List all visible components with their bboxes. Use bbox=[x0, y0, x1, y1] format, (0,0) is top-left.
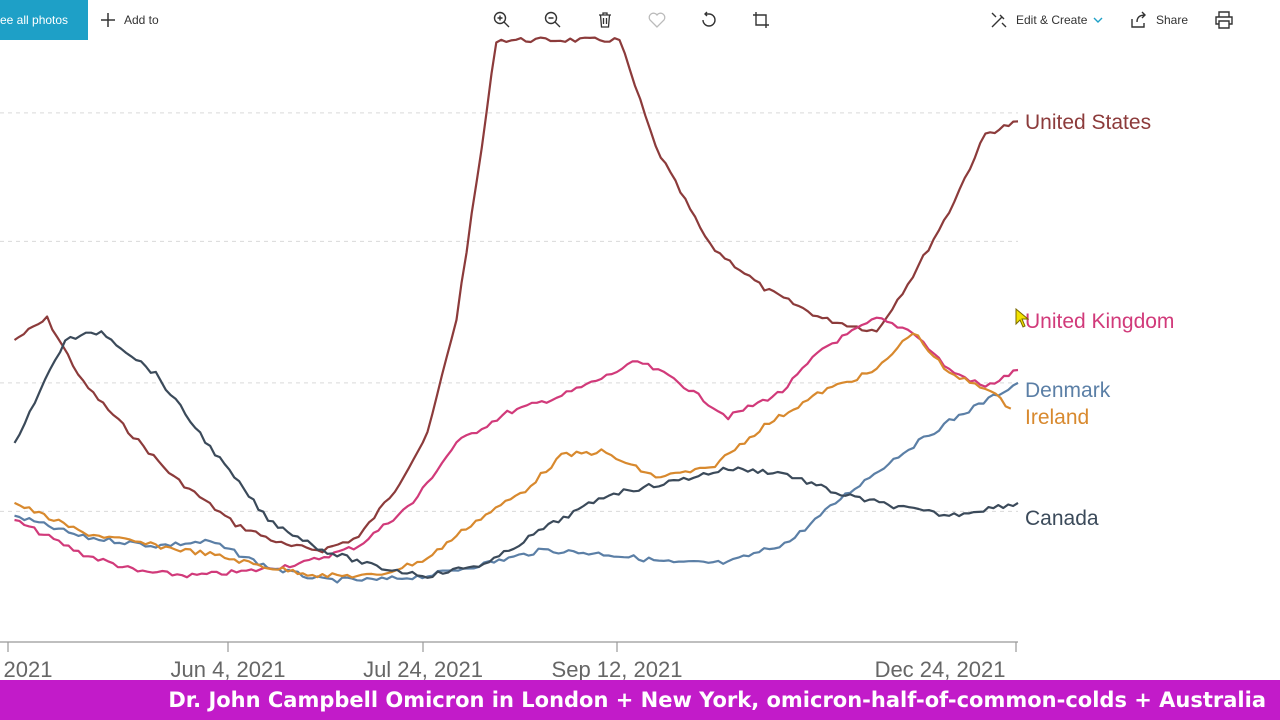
video-caption-banner: Dr. John Campbell Omicron in London + Ne… bbox=[0, 680, 1280, 720]
chart-gridlines bbox=[0, 112, 1018, 512]
print-icon bbox=[1215, 11, 1233, 29]
series-label-canada: Canada bbox=[1025, 507, 1099, 530]
crop-button[interactable] bbox=[752, 4, 770, 36]
x-tick-label: Jul 24, 2021 bbox=[363, 657, 483, 680]
favorite-icon bbox=[648, 12, 666, 28]
zoom-out-button[interactable] bbox=[544, 4, 562, 36]
print-button[interactable] bbox=[1215, 4, 1233, 36]
crop-icon bbox=[752, 11, 770, 29]
photo-viewer-toolbar: See all photos Add to bbox=[0, 0, 1280, 40]
zoom-out-icon bbox=[544, 11, 562, 29]
edit-create-label: Edit & Create bbox=[1016, 13, 1088, 27]
share-icon bbox=[1130, 11, 1148, 29]
chart-series bbox=[13, 36, 1019, 584]
zoom-in-button[interactable] bbox=[493, 4, 511, 36]
add-to-label: Add to bbox=[124, 13, 159, 27]
series-labels: United States United Kingdom Denmark Irelan… bbox=[1025, 111, 1174, 530]
plus-icon bbox=[100, 12, 116, 28]
add-to-button[interactable]: Add to bbox=[100, 4, 159, 36]
series-line-canada bbox=[13, 330, 1019, 579]
series-line-united-kingdom bbox=[14, 316, 1019, 579]
series-label-united-states: United States bbox=[1025, 111, 1151, 134]
series-line-ireland bbox=[14, 332, 1012, 579]
mouse-cursor-icon bbox=[1015, 307, 1030, 333]
caption-text: Dr. John Campbell Omicron in London + Ne… bbox=[168, 688, 1266, 712]
zoom-in-icon bbox=[493, 11, 511, 29]
favorite-button[interactable] bbox=[648, 4, 666, 36]
see-all-photos-label: See all photos bbox=[0, 13, 69, 27]
share-label: Share bbox=[1156, 13, 1189, 27]
x-axis: 2021 Jun 4, 2021 Jul 24, 2021 Sep 12, 2021 D… bbox=[0, 641, 1018, 680]
x-tick-label: Jun 4, 2021 bbox=[171, 657, 286, 680]
series-label-united-kingdom: United Kingdom bbox=[1025, 310, 1174, 333]
series-line-united-states bbox=[13, 36, 1019, 554]
series-label-ireland: Ireland bbox=[1025, 406, 1089, 429]
x-tick-label: Dec 24, 2021 bbox=[875, 657, 1006, 680]
see-all-photos-button[interactable]: See all photos bbox=[0, 0, 88, 40]
series-line-denmark bbox=[14, 381, 1019, 584]
x-tick-label: 2021 bbox=[4, 657, 53, 680]
rotate-button[interactable] bbox=[700, 4, 718, 36]
delete-icon bbox=[597, 11, 613, 29]
edit-create-icon bbox=[990, 11, 1008, 29]
edit-create-button[interactable]: Edit & Create bbox=[990, 4, 1103, 36]
x-tick-label: Sep 12, 2021 bbox=[552, 657, 683, 680]
series-label-denmark: Denmark bbox=[1025, 379, 1111, 402]
rotate-icon bbox=[700, 11, 718, 29]
share-button[interactable]: Share bbox=[1130, 4, 1188, 36]
delete-button[interactable] bbox=[597, 4, 613, 36]
line-chart: 2021 Jun 4, 2021 Jul 24, 2021 Sep 12, 2021 D… bbox=[0, 36, 1174, 680]
chevron-down-icon bbox=[1093, 16, 1103, 24]
